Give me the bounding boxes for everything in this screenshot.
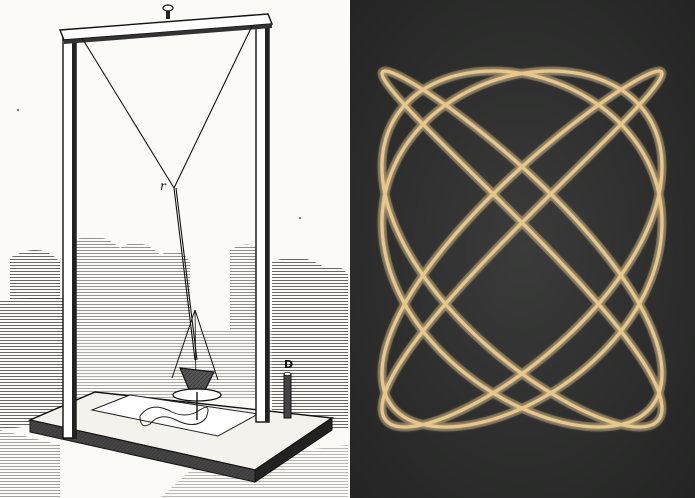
pendulum-bob <box>171 309 222 420</box>
traced-figure <box>139 406 209 427</box>
ground-shading <box>0 236 348 498</box>
suspension-strings <box>81 25 253 361</box>
rod-label: D <box>284 358 293 371</box>
frame <box>58 4 274 439</box>
lissajous-figure <box>350 0 695 498</box>
rod-d <box>283 371 292 419</box>
pendulum-engraving: r D <box>0 4 348 498</box>
knot-label: r <box>160 179 167 193</box>
pendulum-engraving-panel: r D <box>0 4 348 498</box>
lissajous-photo-panel <box>350 0 695 498</box>
lissajous-curve <box>380 69 664 429</box>
